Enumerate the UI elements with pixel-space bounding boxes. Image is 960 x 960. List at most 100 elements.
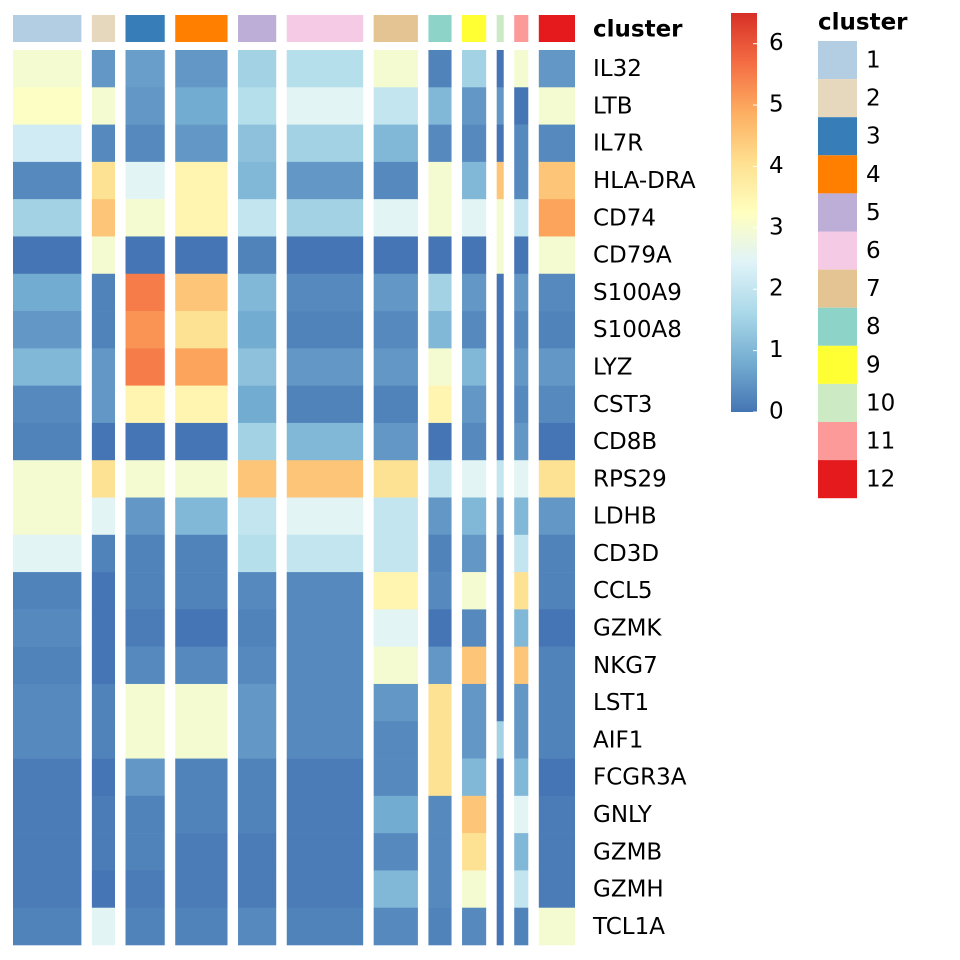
heatmap-cell xyxy=(238,199,277,237)
heatmap-cell xyxy=(538,199,575,237)
heatmap-cell xyxy=(462,572,487,610)
heatmap-cell xyxy=(125,50,165,88)
heatmap-cell xyxy=(514,87,529,125)
heatmap-cell xyxy=(462,311,487,349)
heatmap-cell xyxy=(238,646,277,685)
heatmap-cell xyxy=(496,385,504,424)
heatmap-cell xyxy=(373,497,418,536)
heatmap-cell xyxy=(428,497,452,536)
heatmap-cell xyxy=(373,833,418,871)
heatmap-cell xyxy=(13,348,82,386)
legend-label: 1 xyxy=(866,48,881,74)
heatmap-cell xyxy=(286,907,364,946)
heatmap-cell xyxy=(496,50,504,88)
heatmap-cell xyxy=(538,422,575,461)
heatmap-cell xyxy=(238,348,277,386)
heatmap-cell xyxy=(175,758,228,797)
heatmap-cell xyxy=(238,460,277,498)
heatmap-cell xyxy=(538,721,575,759)
heatmap-cell xyxy=(514,609,529,647)
heatmap-cell xyxy=(13,721,82,759)
heatmap-cell xyxy=(462,124,487,163)
legend-label: 11 xyxy=(866,429,895,455)
heatmap-cell xyxy=(91,721,116,759)
heatmap-cell xyxy=(462,497,487,536)
row-label: GZMH xyxy=(593,877,664,903)
heatmap-cell xyxy=(286,721,364,759)
heatmap-cell xyxy=(286,87,364,125)
heatmap-cell xyxy=(13,758,82,797)
heatmap-cell xyxy=(462,273,487,312)
heatmap-cell xyxy=(496,572,504,610)
heatmap-cell xyxy=(125,236,165,275)
heatmap-cell xyxy=(13,572,82,610)
heatmap-cell xyxy=(538,348,575,386)
legend-swatch xyxy=(818,231,857,270)
heatmap-cell xyxy=(462,348,487,386)
heatmap-cell xyxy=(238,161,277,200)
heatmap-cell xyxy=(373,273,418,312)
heatmap-cell xyxy=(496,795,504,834)
heatmap-cell xyxy=(538,609,575,647)
heatmap-cell xyxy=(538,870,575,909)
heatmap-cell xyxy=(125,87,165,125)
heatmap-cell xyxy=(462,795,487,834)
heatmap-cell xyxy=(373,907,418,946)
row-label: CD79A xyxy=(593,243,672,269)
heatmap-cell xyxy=(538,273,575,312)
heatmap-cell xyxy=(428,124,452,163)
heatmap-cell xyxy=(238,236,277,275)
row-label: LDHB xyxy=(593,504,657,530)
heatmap-cell xyxy=(538,907,575,946)
row-label: CD8B xyxy=(593,429,657,455)
heatmap-cell xyxy=(538,460,575,498)
heatmap-cell xyxy=(514,870,529,909)
heatmap-cell xyxy=(428,534,452,573)
heatmap-cell xyxy=(373,683,418,722)
heatmap-cell xyxy=(238,609,277,647)
heatmap-cell xyxy=(125,199,165,237)
heatmap-cell xyxy=(91,236,116,275)
heatmap-cell xyxy=(514,124,529,163)
heatmap-cell xyxy=(91,273,116,312)
heatmap-cell xyxy=(514,721,529,759)
colorbar-tick-label: 0 xyxy=(769,399,784,425)
heatmap-cell xyxy=(175,460,228,498)
heatmap-cell xyxy=(13,534,82,573)
heatmap-cell xyxy=(286,199,364,237)
heatmap-cell xyxy=(91,50,116,88)
heatmap-cell xyxy=(428,572,452,610)
heatmap-cell xyxy=(238,385,277,424)
row-label: LYZ xyxy=(593,354,633,380)
heatmap-cell xyxy=(13,236,82,275)
legend-swatch xyxy=(818,269,857,308)
heatmap-cell xyxy=(286,161,364,200)
heatmap-cell xyxy=(538,311,575,349)
heatmap-cell xyxy=(238,795,277,834)
cluster-annotation xyxy=(238,15,277,42)
heatmap-cell xyxy=(13,199,82,237)
legend-swatch xyxy=(818,383,857,422)
heatmap-cell xyxy=(462,534,487,573)
colorbar-tick-label: 5 xyxy=(769,92,784,118)
heatmap-cell xyxy=(496,870,504,909)
heatmap-cell xyxy=(175,870,228,909)
heatmap-cell xyxy=(238,870,277,909)
heatmap-cell xyxy=(514,236,529,275)
heatmap-cell xyxy=(91,870,116,909)
heatmap-cell xyxy=(175,646,228,685)
heatmap-cell xyxy=(175,422,228,461)
heatmap-cell xyxy=(91,348,116,386)
heatmap-cell xyxy=(286,870,364,909)
heatmap-cell xyxy=(286,609,364,647)
cluster-annotation xyxy=(175,15,228,42)
heatmap-cell xyxy=(13,161,82,200)
heatmap-cell xyxy=(286,348,364,386)
row-label: HLA-DRA xyxy=(593,168,696,194)
heatmap-cell xyxy=(428,236,452,275)
heatmap-cell xyxy=(538,572,575,610)
heatmap-cell xyxy=(91,609,116,647)
heatmap-cell xyxy=(286,758,364,797)
heatmap-cell xyxy=(125,870,165,909)
heatmap-cell xyxy=(238,534,277,573)
